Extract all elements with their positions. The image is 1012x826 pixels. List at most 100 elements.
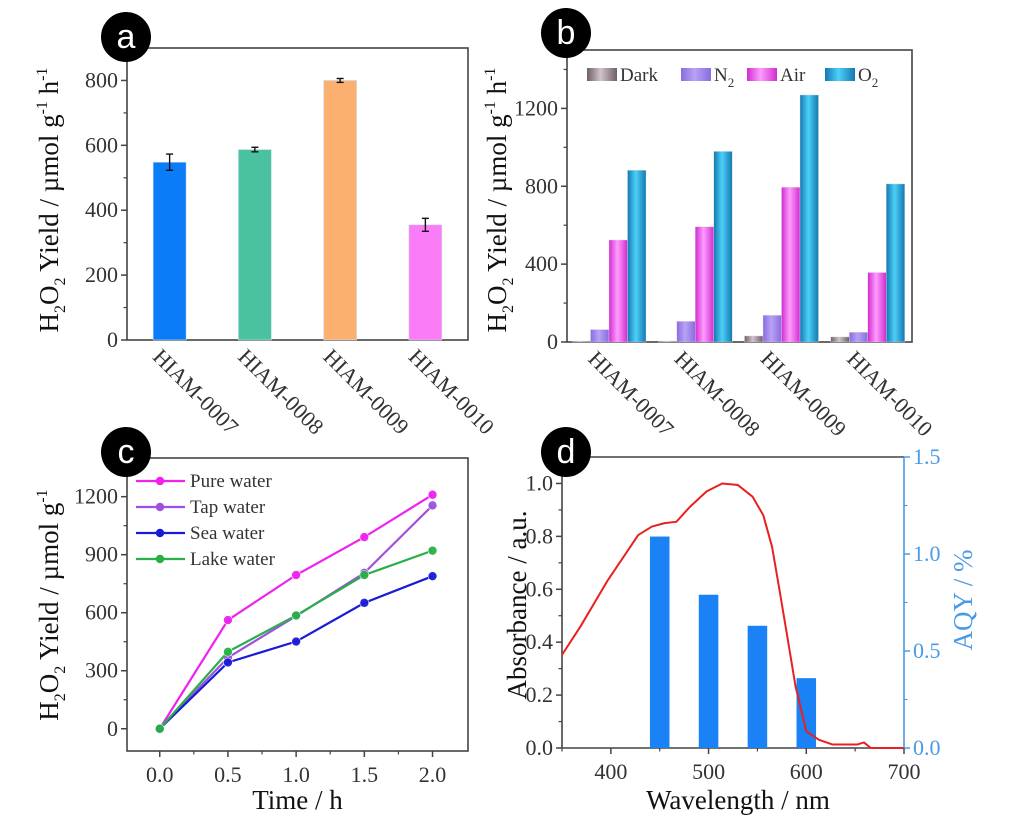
legend-label-sub: 2 [872, 75, 879, 90]
y-tick-label: 1.5 [913, 444, 941, 469]
y-axis-title: H2O2 Yield / µmol g-1 [34, 489, 69, 720]
legend-marker [155, 502, 165, 512]
data-point-lake-water [223, 646, 233, 657]
y-axis-title-part: h [34, 80, 64, 101]
y-axis-title-part: -1 [34, 101, 51, 114]
x-tick-label: HIAM-0010 [842, 346, 937, 441]
legend-label: Pure water [190, 471, 272, 492]
legend-label: Tap water [190, 497, 266, 518]
x-tick-label: HIAM-0007 [583, 346, 678, 441]
y-axis-title: H2O2 Yield / µmol g-1 h-1 [34, 68, 69, 333]
legend-label-sub: 2 [728, 75, 735, 90]
y-tick-label: 0 [547, 329, 558, 354]
bar-air [695, 226, 714, 343]
x-tick-label: 700 [888, 759, 921, 784]
aqy-bar [698, 594, 719, 748]
y-axis-title-part: -1 [482, 101, 499, 114]
y-axis-title-part: -1 [34, 68, 51, 81]
aqy-bar [747, 625, 768, 748]
bar-n2 [590, 329, 610, 343]
bar-air [867, 272, 887, 343]
y-tick-label: 0.2 [526, 682, 554, 707]
aqy-bar [796, 678, 817, 748]
y-tick-label: 600 [85, 132, 118, 157]
y-axis-title-part: -1 [34, 489, 51, 502]
legend-label: N2 [714, 65, 734, 90]
x-tick-label: 500 [692, 759, 725, 784]
y-tick-label: 0.0 [913, 735, 941, 760]
absorbance-curve [561, 482, 904, 749]
y-tick-label: 300 [85, 658, 118, 683]
x-tick-label: HIAM-0007 [148, 344, 243, 439]
legend-label: Lake water [190, 549, 276, 570]
y-axis-title-part: 2 [52, 305, 69, 313]
y-axis-title-part: O [34, 285, 64, 305]
panel-a: 0 200 400 600 800 HIAM-0007HIAM-0008HIAM-0009… [34, 12, 499, 439]
bar-o2 [886, 183, 905, 343]
panel-d: 0.0 0.2 0.4 0.6 0.8 1.0 0.0 0.5 1.0 1.5 400 500 600 7… [502, 427, 978, 815]
y-tick-label: 900 [85, 542, 118, 567]
series-line-sea-water [158, 575, 433, 730]
data-point-lake-water [359, 570, 370, 580]
bar-o2 [713, 151, 733, 343]
y-axis-title-part: -1 [482, 68, 499, 81]
legend: Dark N2 Air O2 [587, 65, 878, 90]
y-tick-label: 1.0 [526, 470, 554, 495]
data-point-sea-water [223, 657, 233, 668]
y-axis-title-part: H [34, 313, 64, 333]
y-tick-label: 0.6 [526, 576, 554, 601]
plot-frame [566, 49, 913, 343]
y-tick-label: 800 [85, 67, 118, 92]
legend-marker [155, 554, 165, 564]
data-point-tap-water [427, 500, 438, 511]
panel-badge-c [101, 427, 151, 477]
panel-badge-a [101, 12, 151, 62]
x-tick-label: 0.5 [214, 762, 242, 787]
y-axis-title-part: O [482, 285, 512, 305]
legend-label: Dark [620, 65, 658, 86]
aqy-bar [649, 536, 670, 748]
x-tick-label: HIAM-0009 [756, 346, 851, 441]
y-tick-label: 0 [107, 327, 118, 352]
y-tick-label: 1.0 [913, 541, 941, 566]
data-point-lake-water [291, 610, 301, 621]
data-point-sea-water [291, 636, 301, 647]
y-axis-title: Absorbance / a.u. [502, 511, 532, 700]
panel-badge-d [541, 427, 591, 477]
data-point-lake-water [154, 723, 165, 734]
legend-marker [155, 528, 165, 538]
y-tick-label: 1200 [74, 484, 118, 509]
x-tick-label: 0.0 [146, 762, 174, 787]
legend-swatch-n2 [681, 68, 711, 81]
bar-dark [830, 336, 850, 343]
x-tick-label: HIAM-0010 [404, 344, 499, 439]
bar [408, 224, 443, 341]
data-point-pure-water [223, 615, 233, 625]
panel-badge-label: b [557, 14, 576, 52]
bar-air [608, 239, 628, 343]
y-axis-title: H2O2 Yield / µmol g-1 h-1 [482, 68, 517, 333]
panel-c: 0 300 600 900 1200 0.0 0.5 1.0 1.5 2.0 Pure water T… [34, 427, 469, 815]
x-tick-label: 600 [790, 759, 823, 784]
y-tick-label: 0.5 [913, 638, 941, 663]
bar-n2 [849, 332, 868, 343]
plot-frame [126, 47, 469, 341]
x-tick-label: HIAM-0008 [670, 346, 765, 441]
y-tick-label: 600 [85, 600, 118, 625]
legend-marker [155, 476, 165, 486]
bar [323, 80, 357, 341]
y-tick-label: 400 [525, 251, 558, 276]
bar-n2 [762, 315, 782, 343]
panel-badge-label: a [117, 18, 136, 56]
y-tick-label: 0.0 [526, 735, 554, 760]
y-axis-title-part: Yield / µmol g [34, 503, 64, 666]
x-tick-label: 400 [594, 759, 627, 784]
bar-o2 [627, 170, 647, 343]
legend-label: Sea water [190, 523, 265, 544]
bar-dark [571, 340, 591, 343]
panel-badge-b [541, 8, 591, 58]
y-axis-title-part: H [482, 313, 512, 333]
panel-badge-label: d [557, 433, 576, 471]
x-tick-label: 1.5 [351, 762, 379, 787]
